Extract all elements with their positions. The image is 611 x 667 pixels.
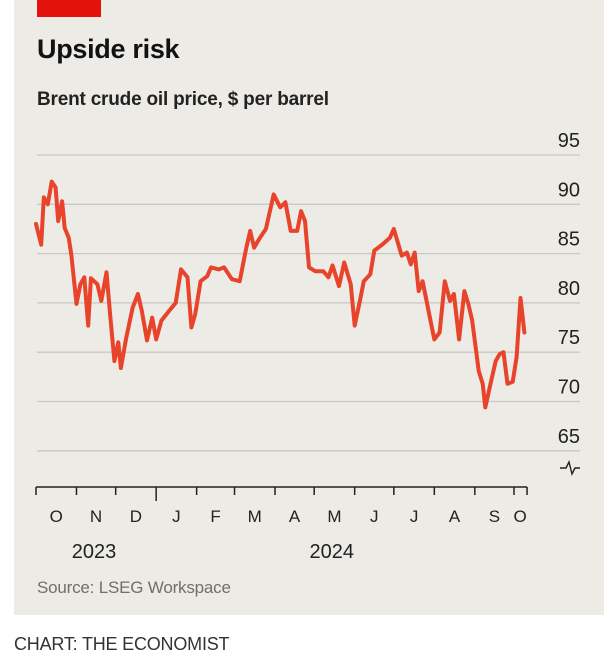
y-tick-label: 70	[558, 377, 580, 399]
x-tick-label: M	[327, 507, 341, 526]
x-tick-label: O	[50, 507, 63, 526]
y-tick-label: 80	[558, 278, 580, 300]
x-tick-label: J	[172, 507, 181, 526]
chart-card	[14, 0, 604, 615]
y-tick-label: 95	[558, 130, 580, 152]
x-tick-label: J	[410, 507, 419, 526]
chart-subtitle: Brent crude oil price, $ per barrel	[37, 89, 329, 110]
axis-break-icon	[560, 459, 580, 477]
x-tick-label: O	[513, 507, 526, 526]
chart-credit: CHART: THE ECONOMIST	[14, 634, 230, 654]
source-note: Source: LSEG Workspace	[37, 578, 231, 597]
economist-red-bar	[37, 0, 101, 17]
y-tick-label: 90	[558, 179, 580, 201]
x-tick-label: S	[489, 507, 500, 526]
brent-price-line	[34, 179, 527, 410]
x-tick-label: A	[449, 507, 461, 526]
x-tick-label: F	[210, 507, 220, 526]
x-tick-label: N	[90, 507, 102, 526]
x-tick-label: M	[248, 507, 262, 526]
year-label: 2024	[309, 541, 354, 563]
y-tick-label: 85	[558, 229, 580, 251]
y-tick-label: 65	[558, 426, 580, 448]
year-label: 2023	[72, 541, 117, 563]
x-tick-label: D	[130, 507, 142, 526]
y-tick-label: 75	[558, 327, 580, 349]
x-tick-label: A	[289, 507, 301, 526]
x-tick-label: J	[370, 507, 379, 526]
chart-title: Upside risk	[37, 34, 180, 64]
